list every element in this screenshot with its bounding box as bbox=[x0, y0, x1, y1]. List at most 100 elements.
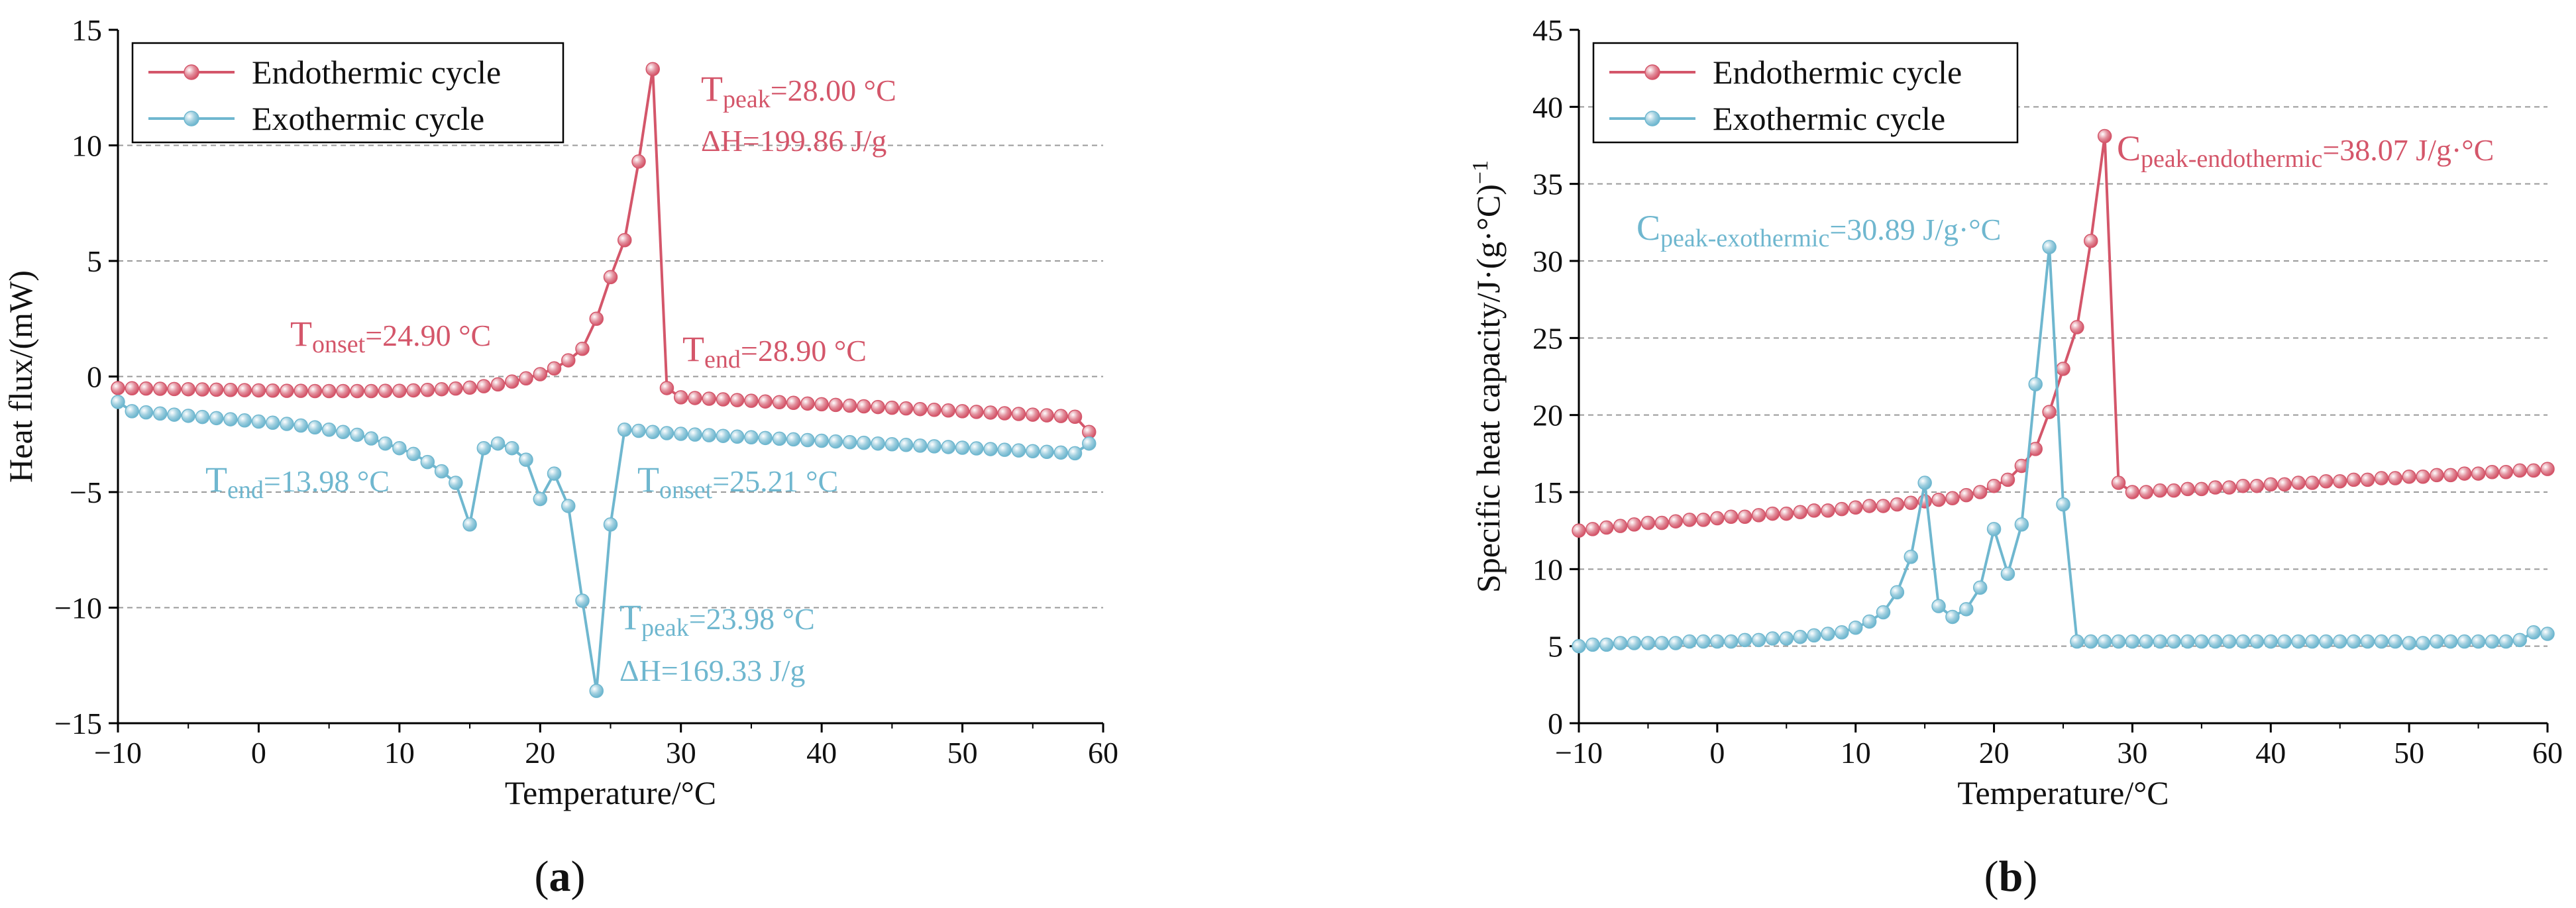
annotation-endo-onset: Tonset=24.90 °C bbox=[290, 314, 491, 358]
data-point bbox=[2000, 566, 2015, 581]
y-tick-label-0: 0 bbox=[1548, 707, 1563, 740]
y-tick-label-8: 40 bbox=[1532, 90, 1563, 124]
data-point bbox=[1945, 609, 1960, 625]
data-point bbox=[2332, 634, 2347, 649]
data-point bbox=[125, 404, 139, 419]
data-point bbox=[2028, 377, 2043, 391]
data-point bbox=[1917, 476, 1932, 490]
data-point bbox=[392, 383, 407, 398]
data-point bbox=[2111, 476, 2126, 490]
y-tick-label-9: 45 bbox=[1532, 13, 1563, 47]
data-point bbox=[321, 383, 337, 399]
data-point bbox=[209, 382, 224, 397]
data-point bbox=[2402, 636, 2416, 650]
data-point bbox=[673, 427, 688, 441]
x-tick-label-3: 20 bbox=[525, 736, 555, 770]
data-point bbox=[1040, 408, 1054, 423]
data-point bbox=[2416, 469, 2430, 484]
data-point bbox=[1640, 515, 1656, 530]
data-point bbox=[1026, 407, 1040, 422]
data-point bbox=[111, 381, 125, 395]
data-point bbox=[265, 415, 280, 430]
data-point bbox=[2097, 634, 2112, 649]
y-tick-label-6: 15 bbox=[72, 13, 102, 47]
data-point bbox=[969, 441, 984, 456]
data-point bbox=[800, 396, 815, 411]
x-axis-title: Temperature/°C bbox=[505, 774, 716, 811]
data-point bbox=[2346, 634, 2361, 649]
data-point bbox=[1585, 522, 1600, 536]
data-point bbox=[898, 401, 914, 416]
data-point bbox=[2208, 480, 2223, 495]
data-point bbox=[1654, 515, 1670, 530]
data-point bbox=[490, 436, 506, 451]
data-point bbox=[631, 154, 646, 169]
x-tick-label-0: −10 bbox=[94, 736, 142, 770]
y-tick-label-5: 10 bbox=[72, 129, 102, 163]
x-tick-label-4: 30 bbox=[666, 736, 696, 770]
data-point bbox=[589, 311, 604, 326]
data-point bbox=[1848, 620, 1863, 635]
data-point bbox=[941, 403, 956, 418]
data-point bbox=[294, 383, 308, 398]
data-point bbox=[547, 466, 562, 481]
data-point bbox=[237, 413, 252, 428]
data-point bbox=[1904, 549, 1919, 564]
data-point bbox=[223, 412, 238, 427]
data-point bbox=[1807, 503, 1821, 518]
data-point bbox=[2360, 472, 2375, 487]
data-point bbox=[1751, 632, 1766, 648]
data-point bbox=[2430, 468, 2444, 483]
data-point bbox=[1011, 443, 1026, 458]
legend-label: Exothermic cycle bbox=[1713, 100, 1945, 137]
data-point bbox=[434, 464, 449, 479]
data-point bbox=[280, 417, 294, 431]
data-point bbox=[280, 383, 294, 398]
data-point bbox=[1682, 634, 1697, 649]
data-point bbox=[237, 383, 252, 397]
data-point bbox=[2000, 472, 2015, 487]
data-point bbox=[645, 425, 660, 440]
data-point bbox=[2457, 634, 2472, 649]
data-point bbox=[2471, 466, 2486, 481]
data-point bbox=[2042, 240, 2057, 254]
data-point bbox=[758, 394, 773, 409]
data-point bbox=[2111, 634, 2126, 649]
x-tick-label-5: 40 bbox=[2255, 736, 2286, 770]
data-point bbox=[983, 405, 998, 420]
y-tick-label-1: −10 bbox=[54, 591, 102, 625]
data-point bbox=[1710, 634, 1725, 649]
data-point bbox=[2125, 485, 2140, 499]
data-point bbox=[969, 405, 984, 419]
y-tick-label-2: 10 bbox=[1532, 552, 1563, 586]
data-point bbox=[1931, 492, 1946, 507]
data-point bbox=[152, 381, 168, 396]
data-point bbox=[842, 434, 857, 450]
data-point bbox=[2263, 477, 2279, 492]
data-point bbox=[2153, 634, 2167, 649]
data-point bbox=[1737, 632, 1752, 648]
data-point bbox=[1599, 520, 1614, 535]
data-point bbox=[857, 399, 871, 414]
y-tick-label-4: 5 bbox=[87, 244, 102, 278]
data-point bbox=[181, 409, 195, 423]
data-point bbox=[688, 427, 702, 442]
data-point bbox=[1959, 487, 1974, 503]
data-point bbox=[997, 406, 1012, 421]
data-point bbox=[941, 440, 956, 454]
annotation-exo-onset: Tonset=25.21 °C bbox=[637, 460, 838, 504]
data-point bbox=[1723, 634, 1739, 649]
data-point bbox=[1710, 511, 1725, 526]
data-point bbox=[2416, 636, 2430, 650]
legend-swatch-marker bbox=[1644, 111, 1660, 126]
data-point bbox=[392, 440, 407, 456]
data-point bbox=[519, 452, 533, 467]
data-point bbox=[589, 683, 604, 698]
y-tick-label-6: 30 bbox=[1532, 244, 1563, 278]
data-point bbox=[2374, 471, 2389, 485]
data-point bbox=[1696, 513, 1711, 527]
data-point bbox=[1613, 636, 1628, 650]
data-point bbox=[1862, 614, 1877, 629]
data-point bbox=[2360, 634, 2375, 649]
